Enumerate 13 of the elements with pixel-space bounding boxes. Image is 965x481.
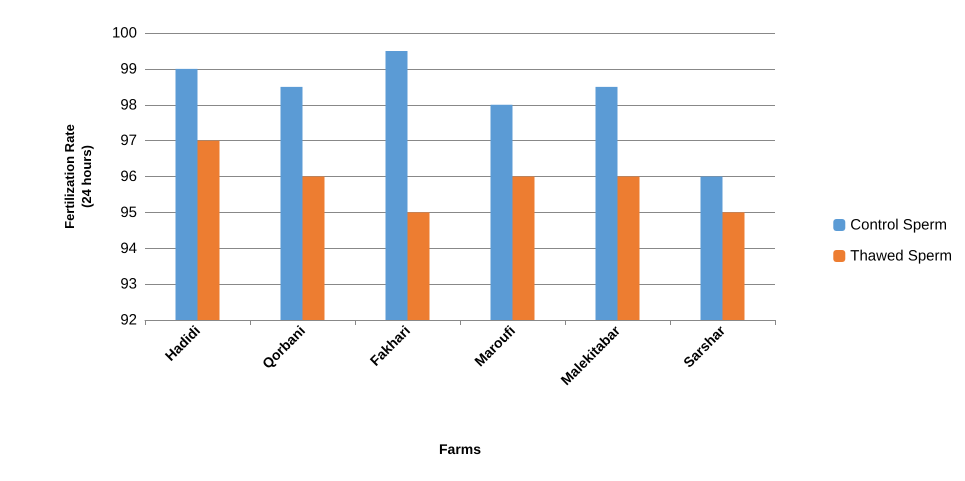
y-tick-label: 97 [120,132,137,150]
y-tick-label: 94 [120,240,137,257]
y-tick-label: 93 [120,276,137,293]
y-tick-label: 100 [112,24,137,42]
y-tick-label: 96 [120,168,137,185]
legend-label: Thawed Sperm [850,248,952,264]
y-tick-label: 95 [120,204,137,221]
y-axis-title: Fertilization Rate (24 hours) [62,124,94,229]
x-axis-title: Farms [438,441,482,457]
y-tick-label: 92 [120,312,137,328]
y-tick-label: 99 [120,60,137,78]
legend-label: Control Sperm [850,216,947,234]
y-tick-label: 98 [120,96,137,114]
